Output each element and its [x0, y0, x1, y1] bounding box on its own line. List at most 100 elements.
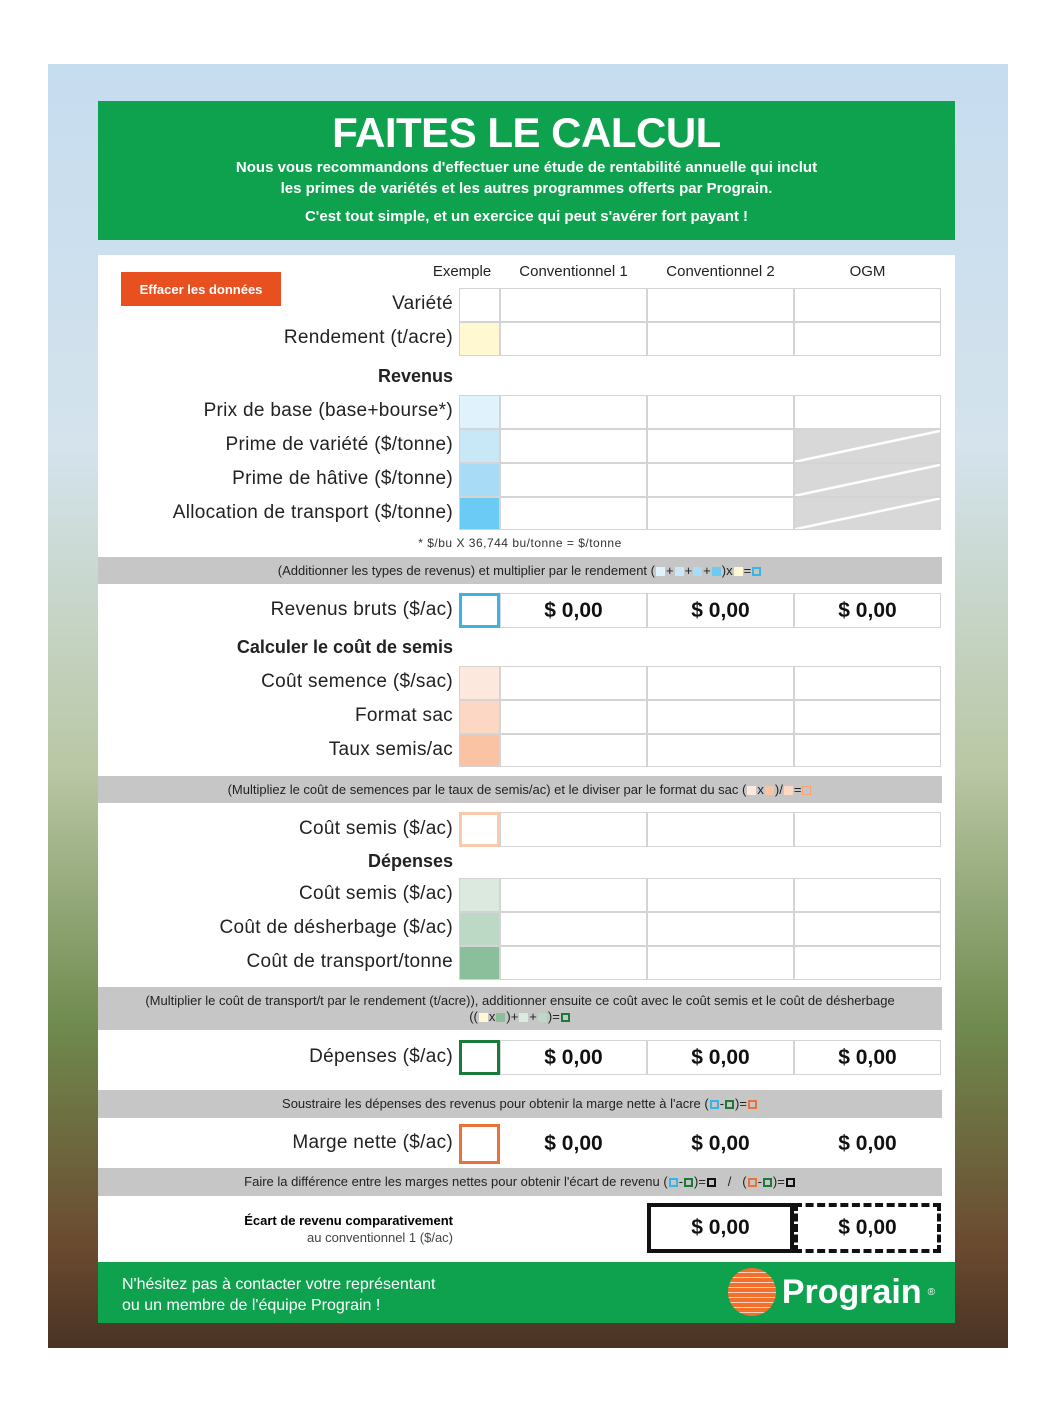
input-cell-cout_semis-conv1[interactable]	[500, 812, 647, 847]
input-cell-allocation-conv2[interactable]	[647, 497, 794, 530]
instruction-text: Faire la différence entre les marges net…	[244, 1174, 668, 1189]
row-label-transport: Coût de transport/tonne	[246, 951, 453, 972]
row-label-revenus: Revenus	[377, 366, 453, 386]
example-cell-variete[interactable]	[459, 288, 500, 322]
input-cell-rendement-conv1[interactable]	[500, 322, 647, 356]
input-cell-transport-conv2[interactable]	[647, 946, 794, 980]
input-cell-cout_semis2-ogm[interactable]	[794, 878, 941, 912]
footnote: * $/bu X 36,744 bu/tonne = $/tonne	[418, 536, 622, 550]
row-label-format_sac: Format sac	[354, 705, 453, 726]
row-label-desherbage: Coût de désherbage ($/ac)	[219, 917, 453, 938]
example-cell-cout_semence[interactable]	[459, 666, 500, 700]
input-cell-taux_semis-ogm[interactable]	[794, 734, 941, 767]
registered-mark: ®	[927, 1286, 935, 1298]
input-cell-allocation-conv1[interactable]	[500, 497, 647, 530]
input-cell-prix-ogm[interactable]	[794, 395, 941, 429]
example-cell-cout_semis[interactable]	[459, 812, 500, 847]
page-title: FAITES LE CALCUL	[332, 109, 721, 156]
example-cell-format_sac[interactable]	[459, 700, 500, 734]
input-cell-desherbage-conv1[interactable]	[500, 912, 647, 946]
input-cell-cout_semis2-conv1[interactable]	[500, 878, 647, 912]
example-cell-cout_semis2[interactable]	[459, 878, 500, 912]
disabled-cell-prime_var-ogm	[794, 429, 941, 463]
row-label-prime_hat: Prime de hâtive ($/tonne)	[232, 468, 453, 489]
input-cell-variete-conv1[interactable]	[500, 288, 647, 322]
depenses-value-conv1: $ 0,00	[500, 1040, 647, 1075]
row-label-depenses: Dépenses ($/ac)	[309, 1045, 453, 1067]
example-cell-depenses[interactable]	[459, 1040, 500, 1075]
example-cell-prix[interactable]	[459, 395, 500, 429]
ecart-label: Écart de revenu comparativement au conve…	[244, 1212, 453, 1246]
input-cell-prime_hat-conv1[interactable]	[500, 463, 647, 497]
wheat-logo-icon	[727, 1268, 776, 1316]
input-cell-prime_var-conv2[interactable]	[647, 429, 794, 463]
marge-value-conv2: $ 0,00	[647, 1124, 794, 1164]
input-cell-desherbage-conv2[interactable]	[647, 912, 794, 946]
example-cell-desherbage[interactable]	[459, 912, 500, 946]
row-label-cout_semence: Coût semence ($/sac)	[261, 671, 453, 692]
input-cell-desherbage-ogm[interactable]	[794, 912, 941, 946]
input-cell-cout_semence-conv2[interactable]	[647, 666, 794, 700]
input-cell-transport-ogm[interactable]	[794, 946, 941, 980]
disabled-cell-prime_hat-ogm	[794, 463, 941, 497]
marge-value-conv1: $ 0,00	[500, 1124, 647, 1164]
input-cell-cout_semis-ogm[interactable]	[794, 812, 941, 847]
footer-banner: N'hésitez pas à contacter votre représen…	[98, 1262, 955, 1323]
footer-line-2: ou un membre de l'équipe Prograin !	[122, 1297, 381, 1314]
depenses-value-conv2: $ 0,00	[647, 1040, 794, 1075]
intro-line-2: les primes de variétés et les autres pro…	[280, 180, 773, 197]
example-cell-rendement[interactable]	[459, 322, 500, 356]
example-cell-prime_hat[interactable]	[459, 463, 500, 497]
input-cell-cout_semis2-conv2[interactable]	[647, 878, 794, 912]
ecart-value-conv2: $ 0,00	[647, 1203, 794, 1253]
input-cell-prix-conv1[interactable]	[500, 395, 647, 429]
footer-line-1: N'hésitez pas à contacter votre représen…	[122, 1276, 436, 1293]
column-header-conv1: Conventionnel 1	[519, 263, 628, 280]
prograin-logo: Prograin ®	[727, 1268, 935, 1316]
ecart-label-title: Écart de revenu comparativement	[244, 1213, 453, 1228]
input-cell-prime_var-conv1[interactable]	[500, 429, 647, 463]
input-cell-rendement-ogm[interactable]	[794, 322, 941, 356]
revenus_bruts-value-conv2: $ 0,00	[647, 593, 794, 628]
input-cell-format_sac-conv2[interactable]	[647, 700, 794, 734]
instruction-depenses: (Multiplier le coût de transport/t par l…	[98, 987, 942, 1030]
row-label-cout_semis: Coût semis ($/ac)	[299, 817, 453, 839]
disabled-cell-allocation-ogm	[794, 497, 941, 530]
ecart-label-sub: au conventionnel 1 ($/ac)	[307, 1230, 453, 1245]
input-cell-transport-conv1[interactable]	[500, 946, 647, 980]
column-header-conv2: Conventionnel 2	[666, 263, 775, 280]
row-label-taux_semis: Taux semis/ac	[328, 738, 453, 760]
input-cell-prix-conv2[interactable]	[647, 395, 794, 429]
example-cell-revenus_bruts[interactable]	[459, 593, 500, 628]
example-cell-marge[interactable]	[459, 1124, 500, 1164]
header-banner: FAITES LE CALCUL Nous vous recommandons …	[98, 101, 955, 240]
example-cell-transport[interactable]	[459, 946, 500, 980]
input-cell-cout_semis-conv2[interactable]	[647, 812, 794, 847]
revenus_bruts-value-ogm: $ 0,00	[794, 593, 941, 628]
row-label-cout_semis2: Coût semis ($/ac)	[299, 883, 453, 904]
input-cell-cout_semence-ogm[interactable]	[794, 666, 941, 700]
instruction-ecart: Faire la différence entre les marges net…	[98, 1168, 942, 1196]
input-cell-taux_semis-conv2[interactable]	[647, 734, 794, 767]
input-cell-prime_hat-conv2[interactable]	[647, 463, 794, 497]
instruction-text: (Multipliez le coût de semences par le t…	[227, 781, 747, 797]
input-cell-variete-ogm[interactable]	[794, 288, 941, 322]
input-cell-taux_semis-conv1[interactable]	[500, 734, 647, 767]
example-cell-taux_semis[interactable]	[459, 734, 500, 767]
clear-data-button[interactable]: Effacer les données	[121, 272, 281, 306]
input-cell-format_sac-conv1[interactable]	[500, 700, 647, 734]
column-header-ogm: OGM	[849, 263, 886, 280]
row-label-depenses_h: Dépenses	[367, 851, 453, 871]
row-label-marge: Marge nette ($/ac)	[292, 1132, 453, 1153]
input-cell-format_sac-ogm[interactable]	[794, 700, 941, 734]
instruction-marge: Soustraire les dépenses des revenus pour…	[98, 1090, 942, 1118]
input-cell-cout_semence-conv1[interactable]	[500, 666, 647, 700]
instruction-text: Soustraire les dépenses des revenus pour…	[282, 1096, 709, 1111]
example-cell-prime_var[interactable]	[459, 429, 500, 463]
example-cell-allocation[interactable]	[459, 497, 500, 530]
intro-line-1: Nous vous recommandons d'effectuer une é…	[235, 159, 818, 176]
input-cell-rendement-conv2[interactable]	[647, 322, 794, 356]
row-label-allocation: Allocation de transport ($/tonne)	[172, 501, 453, 523]
intro-line-3: C'est tout simple, et un exercice qui pe…	[304, 208, 749, 225]
input-cell-variete-conv2[interactable]	[647, 288, 794, 322]
